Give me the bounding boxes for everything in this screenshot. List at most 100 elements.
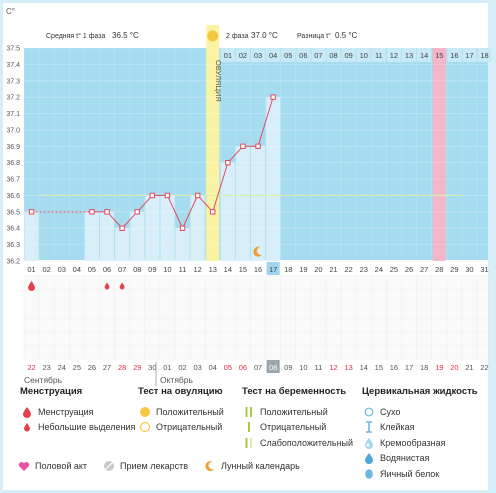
data-point[interactable]: [179, 225, 186, 231]
phase2-day-cell: [296, 48, 311, 62]
menstruation-drop-icon[interactable]: [28, 281, 36, 291]
data-point[interactable]: [28, 209, 35, 215]
data-point[interactable]: [225, 159, 231, 166]
data-point[interactable]: [255, 143, 261, 150]
legend-label: Водянистая: [380, 453, 430, 464]
circle-filled-icon: [138, 406, 152, 418]
calendar-date[interactable]: 25: [73, 363, 81, 372]
x-tick-label[interactable]: 11: [179, 265, 187, 274]
calendar-date[interactable]: 20: [450, 363, 458, 372]
calendar-date[interactable]: 24: [58, 363, 66, 372]
x-tick-label[interactable]: 28: [435, 265, 443, 274]
calendar-date[interactable]: 09: [284, 363, 292, 372]
data-point[interactable]: [240, 143, 246, 150]
calendar-date[interactable]: 23: [42, 363, 50, 372]
calendar-date[interactable]: 02: [178, 363, 186, 372]
data-point[interactable]: [104, 209, 110, 215]
x-tick-label[interactable]: 22: [344, 265, 352, 274]
x-tick-label[interactable]: 09: [148, 265, 156, 274]
legend-menstruation-item: Небольшие выделения: [20, 420, 135, 436]
legend-cervical-item: Сухо: [362, 404, 478, 420]
x-tick-label[interactable]: 06: [103, 265, 111, 274]
x-tick-label[interactable]: 25: [390, 265, 398, 274]
calendar-date[interactable]: 06: [239, 363, 247, 372]
x-tick-label[interactable]: 01: [27, 265, 35, 274]
x-tick-label[interactable]: 27: [420, 265, 428, 274]
data-point[interactable]: [134, 209, 140, 215]
temperature-series: [28, 94, 276, 231]
day-cells: [24, 25, 446, 262]
data-point[interactable]: [194, 192, 201, 199]
x-tick-label[interactable]: 08: [133, 265, 141, 274]
x-tick-label[interactable]: 31: [480, 265, 488, 274]
x-tick-label[interactable]: 16: [254, 265, 262, 274]
y-tick-label: 37.2: [6, 95, 20, 102]
x-tick-label[interactable]: 15: [239, 265, 247, 274]
legend-label: Яичный белок: [380, 468, 440, 479]
data-point[interactable]: [210, 209, 216, 215]
legend-label: Отрицательный: [260, 422, 327, 433]
calendar-date[interactable]: 21: [465, 363, 473, 372]
legend-cervical-item: Клейкая: [362, 420, 478, 436]
x-tick-label[interactable]: 05: [88, 265, 96, 274]
x-tick-label[interactable]: 21: [329, 265, 337, 274]
x-tick-label[interactable]: 04: [73, 265, 81, 274]
x-tick-label[interactable]: 19: [299, 265, 307, 274]
x-tick-label[interactable]: 13: [209, 265, 217, 274]
phase2-day-number: 02: [239, 51, 247, 60]
x-tick-label[interactable]: 10: [163, 265, 171, 274]
calendar-date[interactable]: 27: [103, 363, 111, 372]
x-tick-label[interactable]: 07: [118, 265, 126, 274]
x-tick-label[interactable]: 18: [284, 265, 292, 274]
series-segment: [182, 195, 199, 229]
x-tick-label[interactable]: 30: [465, 265, 473, 274]
calendar-date[interactable]: 15: [375, 363, 383, 372]
calendar-date[interactable]: 29: [133, 363, 141, 372]
calendar-date[interactable]: 22: [27, 363, 35, 372]
phase2-day-cell: [326, 48, 341, 62]
x-tick-label[interactable]: 03: [58, 265, 66, 274]
calendar-date[interactable]: 01: [163, 363, 171, 372]
calendar-date[interactable]: 13: [344, 363, 352, 372]
calendar-date[interactable]: 12: [329, 363, 337, 372]
calendar-date[interactable]: 28: [118, 363, 126, 372]
data-point[interactable]: [270, 94, 276, 100]
x-tick-label[interactable]: 12: [193, 265, 201, 274]
calendar-date[interactable]: 22: [480, 363, 488, 372]
x-tick-label[interactable]: 20: [314, 265, 322, 274]
calendar-date[interactable]: 30: [148, 363, 156, 372]
calendar-date[interactable]: 19: [435, 363, 443, 372]
data-point[interactable]: [149, 192, 156, 199]
calendar-date[interactable]: 16: [390, 363, 398, 372]
x-tick-label[interactable]: 29: [450, 265, 458, 274]
calendar-date[interactable]: 18: [420, 363, 428, 372]
calendar-date[interactable]: 26: [88, 363, 96, 372]
data-point[interactable]: [119, 225, 125, 231]
spotting-drop-icon[interactable]: [119, 282, 125, 290]
x-tick-label[interactable]: 23: [360, 265, 368, 274]
phase2-day-cell: [266, 48, 281, 62]
calendar-date[interactable]: 11: [315, 363, 323, 372]
y-tick-label: 36.3: [6, 242, 20, 249]
legend-bottom-row: Половой акт Прием лекарств Лунный календ…: [18, 460, 316, 472]
data-point[interactable]: [89, 209, 95, 215]
calendar-date[interactable]: 10: [299, 363, 307, 372]
x-tick-label[interactable]: 02: [42, 265, 50, 274]
data-point[interactable]: [164, 192, 171, 199]
y-tick-label: 36.9: [6, 144, 20, 151]
calendar-date[interactable]: 08: [269, 363, 277, 372]
legend-label: Положительный: [260, 406, 328, 417]
x-tick-label[interactable]: 24: [375, 265, 383, 274]
calendar-date[interactable]: 17: [405, 363, 413, 372]
calendar-date[interactable]: 03: [193, 363, 201, 372]
x-tick-label[interactable]: 14: [224, 265, 232, 274]
y-tick-label: 37.0: [6, 127, 20, 134]
x-tick-label[interactable]: 17: [269, 265, 277, 274]
calendar-date[interactable]: 07: [254, 363, 262, 372]
calendar-date[interactable]: 04: [209, 363, 217, 372]
calendar-date[interactable]: 14: [360, 363, 368, 372]
spotting-drop-icon[interactable]: [104, 282, 110, 290]
phase2-day-cell: [251, 48, 266, 62]
calendar-date[interactable]: 05: [224, 363, 232, 372]
x-tick-label[interactable]: 26: [405, 265, 413, 274]
